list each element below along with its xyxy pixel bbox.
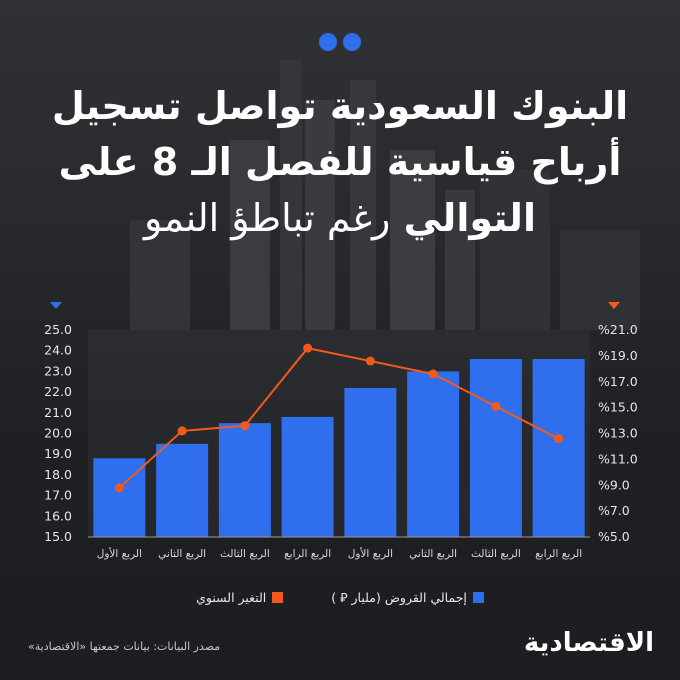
category-label: الربع الرابع <box>535 548 582 560</box>
headline-line-2: أرباح قياسية للفصل الـ 8 على <box>58 140 622 184</box>
left-axis-tick: 18.0 <box>44 467 72 482</box>
loans-chart: 15.0 16.0 17.0 18.0 19.0 20.0 21.0 22.0 23.0 24.0… <box>44 302 638 560</box>
header-dots <box>0 33 680 55</box>
category-label: الربع الثاني <box>409 548 457 560</box>
left-axis-tick: 15.0 <box>44 529 72 544</box>
left-axis-tick: 21.0 <box>44 405 72 420</box>
dot-icon <box>319 33 337 51</box>
legend-line-swatch <box>272 592 284 603</box>
annual-change-point <box>428 369 438 379</box>
right-axis-tick: %19.0 <box>598 348 638 363</box>
right-axis-tick: %21.0 <box>598 322 638 337</box>
left-axis-tick: 23.0 <box>44 363 72 378</box>
annual-change-point <box>303 343 313 353</box>
loan-bar <box>532 358 585 537</box>
annual-change-point <box>554 434 564 444</box>
right-axis-tick: %11.0 <box>598 451 638 466</box>
right-axis-marker-icon <box>608 302 620 309</box>
loan-bar <box>469 358 522 537</box>
right-axis-tick: %17.0 <box>598 374 638 389</box>
left-axis-tick: 24.0 <box>44 343 72 358</box>
left-axis-tick: 16.0 <box>44 508 72 523</box>
left-axis-tick: 17.0 <box>44 488 72 503</box>
right-axis-tick: %7.0 <box>598 503 630 518</box>
annual-change-point <box>177 426 187 436</box>
category-label: الربع الثاني <box>158 548 206 560</box>
left-axis-tick: 19.0 <box>44 446 72 461</box>
legend-loans: إجمالي القروض (مليار ⃁ ) <box>331 590 484 606</box>
legend-bar-swatch <box>472 592 484 603</box>
left-axis-tick: 22.0 <box>44 384 72 399</box>
headline-line-3: التوالي رغم تباطؤ النمو <box>40 190 640 246</box>
headline-line-1: البنوك السعودية تواصل تسجيل <box>51 84 629 128</box>
loan-bar <box>344 387 397 537</box>
brand-logo: الاقتصادية <box>523 628 655 658</box>
annual-change-line <box>118 347 560 489</box>
loan-bar <box>218 423 271 537</box>
annual-change-point <box>114 483 124 493</box>
legend: إجمالي القروض (مليار ⃁ ) التغير السنوي <box>0 590 680 606</box>
category-label: الربع الأول <box>348 547 393 560</box>
category-label: الربع الأول <box>97 547 142 560</box>
left-axis-tick: 25.0 <box>44 322 72 337</box>
annual-change-point <box>365 356 375 366</box>
category-label: الربع الرابع <box>284 548 331 560</box>
left-axis-tick: 20.0 <box>44 426 72 441</box>
left-axis-marker-icon <box>50 302 62 309</box>
headline-light: رغم تباطؤ النمو <box>144 196 391 240</box>
right-axis-tick: %9.0 <box>598 477 630 492</box>
loan-bar <box>156 443 209 537</box>
city-skyline-background <box>130 60 640 330</box>
right-axis-tick: %13.0 <box>598 426 638 441</box>
right-axis-tick: %15.0 <box>598 400 638 415</box>
legend-change: التغير السنوي <box>196 590 284 605</box>
loan-bar <box>407 371 460 537</box>
annual-change-point <box>240 421 250 431</box>
category-label: الربع الثالث <box>220 548 270 560</box>
legend-change-label: التغير السنوي <box>196 590 267 605</box>
category-label: الربع الثالث <box>471 548 521 560</box>
headline: البنوك السعودية تواصل تسجيل أرباح قياسية… <box>40 78 640 246</box>
loan-bar <box>281 416 334 537</box>
legend-loans-label: إجمالي القروض (مليار ⃁ ) <box>331 590 467 605</box>
dot-icon <box>343 33 361 51</box>
source-note: مصدر البيانات: بيانات جمعتها «الاقتصادية… <box>28 640 221 653</box>
annual-change-point <box>491 401 501 411</box>
right-axis-tick: %5.0 <box>598 529 630 544</box>
headline-bold: التوالي <box>403 196 536 240</box>
